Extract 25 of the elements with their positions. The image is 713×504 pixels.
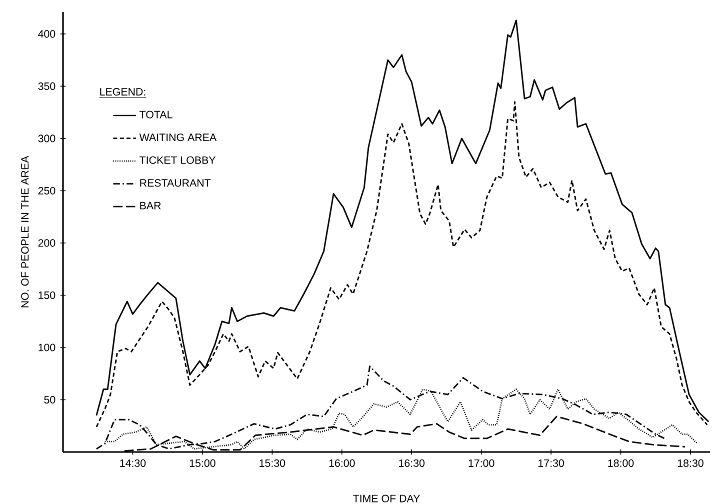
y-tick-label: 400 [38,30,56,38]
y-tick-label: 150 [38,291,56,300]
x-tick-label: 16:00 [329,459,355,467]
y-tick-label: 300 [38,134,56,142]
x-tick-label: 16:30 [399,459,425,467]
y-tick-label: 250 [38,186,56,194]
y-tick-label: 100 [38,344,56,352]
x-tick-label: 17:00 [468,459,494,467]
y-tick-label: 200 [38,239,56,247]
x-tick-label: 15:00 [190,459,216,467]
x-tick-label: 15:30 [260,459,286,467]
y-tick-label: 50 [44,396,56,404]
x-tick-label: 18:00 [608,459,634,467]
y-axis-title: NO. OF PEOPLE IN THE AREA [21,156,29,308]
legend-label: RESTAURANT [140,179,211,187]
x-tick-label: 18:30 [678,459,704,467]
legend-label: WAITING AREA [139,134,217,142]
legend-label: TICKET LOBBY [140,156,216,164]
y-tick-label: 350 [38,82,56,90]
x-tick-label: 14:30 [120,459,146,467]
legend-title: LEGEND: [100,88,146,96]
legend-label: BAR [140,202,161,210]
legend-label: TOTAL [140,110,172,118]
x-tick-label: 17:30 [538,459,564,467]
x-axis-title: TIME OF DAY [353,494,420,502]
